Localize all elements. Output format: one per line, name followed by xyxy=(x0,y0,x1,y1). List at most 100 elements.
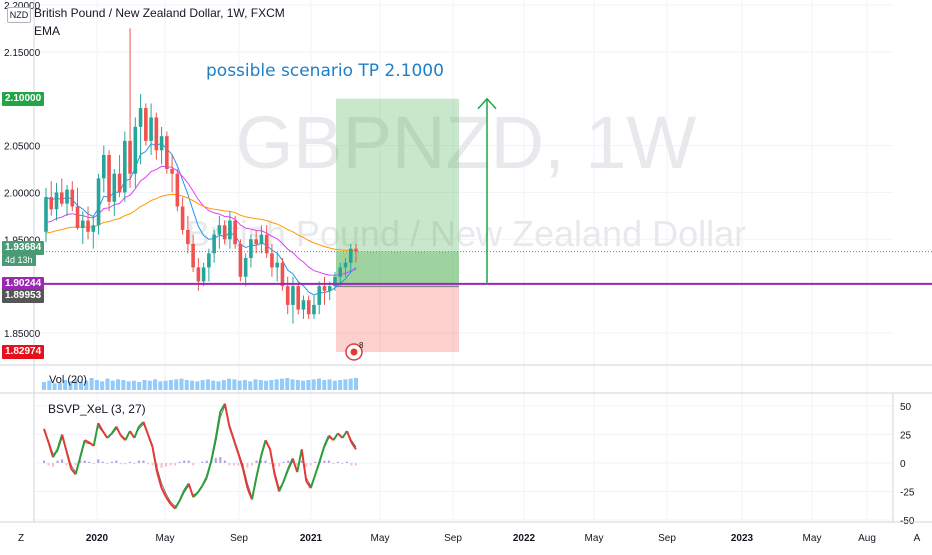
volume-bar xyxy=(274,379,279,390)
osc-histogram-bar xyxy=(83,460,86,463)
target-arrow[interactable] xyxy=(477,97,497,284)
support-price-tag: 1.90244 xyxy=(2,276,45,291)
osc-main-segment xyxy=(115,426,122,437)
entry-price-tag: 1.89953 xyxy=(2,288,45,303)
time-tick-label: Sep xyxy=(444,533,462,544)
volume-bar xyxy=(237,380,242,390)
currency-badge[interactable]: NZD xyxy=(7,7,31,23)
osc-histogram-bar xyxy=(142,460,145,463)
candle-body xyxy=(296,286,301,310)
time-tick-label: Aug xyxy=(858,533,876,544)
candle-body xyxy=(291,286,295,305)
candle-body xyxy=(191,243,195,268)
osc-main-segment xyxy=(300,449,308,482)
volume-bar xyxy=(242,380,247,390)
osc-main-segment xyxy=(232,439,240,455)
candle-body xyxy=(170,169,174,174)
osc-histogram-bar xyxy=(355,463,357,466)
candle-body xyxy=(249,239,253,259)
price-tick-label: 2.20000 xyxy=(4,1,41,12)
osc-histogram-bar xyxy=(255,460,258,463)
candle-body xyxy=(107,154,111,202)
osc-histogram-bar xyxy=(282,461,285,463)
candle-body xyxy=(186,229,190,244)
candle-body xyxy=(123,140,127,193)
osc-histogram-bar xyxy=(128,461,131,463)
watermark-name: British Pound / New Zealand Dollar xyxy=(186,213,746,254)
auto-scale-button[interactable]: A xyxy=(913,533,921,544)
volume-bar xyxy=(142,380,147,390)
long-position-tool[interactable] xyxy=(336,98,459,352)
volume-bar xyxy=(285,378,290,390)
osc-histogram-bar xyxy=(61,459,64,463)
watermark-symbol: GBPNZD, 1W xyxy=(236,101,697,184)
osc-main-segment xyxy=(174,500,181,510)
candle-body xyxy=(327,286,332,291)
osc-main-segment xyxy=(61,434,68,452)
osc-main-segment xyxy=(92,422,100,447)
osc-histogram-bar xyxy=(269,463,272,465)
osc-histogram-bar xyxy=(56,460,59,463)
volume-bar xyxy=(153,379,158,390)
volume-bar xyxy=(311,379,316,390)
volume-bar xyxy=(264,380,269,390)
osc-main-segment xyxy=(147,434,154,448)
volume-bar xyxy=(94,380,99,390)
osc-main-segment xyxy=(56,434,64,450)
osc-histogram-bar xyxy=(101,461,104,463)
volume-bar xyxy=(47,380,52,390)
osc-main-segment xyxy=(214,411,222,439)
osc-main-segment xyxy=(296,449,303,473)
volume-bar xyxy=(105,378,110,390)
event-badge[interactable]: 8 xyxy=(345,341,364,361)
candles xyxy=(44,28,358,324)
osc-histogram-bar xyxy=(65,463,68,466)
zoom-toggle-button[interactable]: Z xyxy=(17,533,25,544)
volume-bar xyxy=(253,379,258,390)
volume-bar xyxy=(316,378,321,390)
osc-histogram-bar xyxy=(124,463,127,465)
candle-body xyxy=(317,286,322,305)
candle-body xyxy=(91,225,96,232)
volume-bar xyxy=(52,383,57,390)
osc-histogram-bar xyxy=(264,460,267,463)
volume-bar xyxy=(184,380,189,390)
ema-legend-label[interactable]: EMA xyxy=(34,24,61,38)
osc-main-segment xyxy=(264,439,271,450)
volume-bar xyxy=(158,381,163,390)
osc-main-segment xyxy=(210,437,217,461)
volume-bar xyxy=(168,380,173,390)
oscillator-legend-label[interactable]: BSVP_XeL (3, 27) xyxy=(48,402,146,416)
candle-body xyxy=(49,197,54,210)
osc-histogram-bar xyxy=(183,460,186,463)
candle-body xyxy=(201,267,206,282)
osc-main-segment xyxy=(350,441,357,450)
osc-main-segment xyxy=(278,480,285,492)
osc-histogram-bar xyxy=(97,459,100,463)
osc-histogram-bar xyxy=(165,463,168,467)
candle-body xyxy=(154,117,159,151)
candle-body xyxy=(133,126,138,174)
candle-body xyxy=(322,286,327,291)
osc-histogram-bar xyxy=(278,463,281,467)
event-count: 8 xyxy=(359,341,364,350)
osc-main-segment xyxy=(341,430,348,439)
osc-histogram-bar xyxy=(332,463,335,465)
osc-main-segment xyxy=(337,432,344,439)
osc-histogram-bar xyxy=(305,463,308,467)
candle-body xyxy=(233,220,237,244)
candle-body xyxy=(285,286,290,305)
tp-price-tag: 2.10000 xyxy=(2,91,45,106)
osc-histogram-bar xyxy=(341,463,344,465)
candle-body xyxy=(44,197,48,232)
time-tick-label: Sep xyxy=(230,533,248,544)
osc-histogram-bar xyxy=(119,463,122,465)
bar-countdown: 4d 13h xyxy=(2,254,36,266)
volume-legend-label[interactable]: Vol (20) xyxy=(49,374,87,386)
candle-body xyxy=(212,234,216,254)
osc-histogram-bar xyxy=(205,460,208,463)
scenario-annotation[interactable]: possible scenario TP 2.1000 xyxy=(206,61,444,81)
volume-bar xyxy=(348,378,353,390)
osc-main-segment xyxy=(106,432,113,439)
